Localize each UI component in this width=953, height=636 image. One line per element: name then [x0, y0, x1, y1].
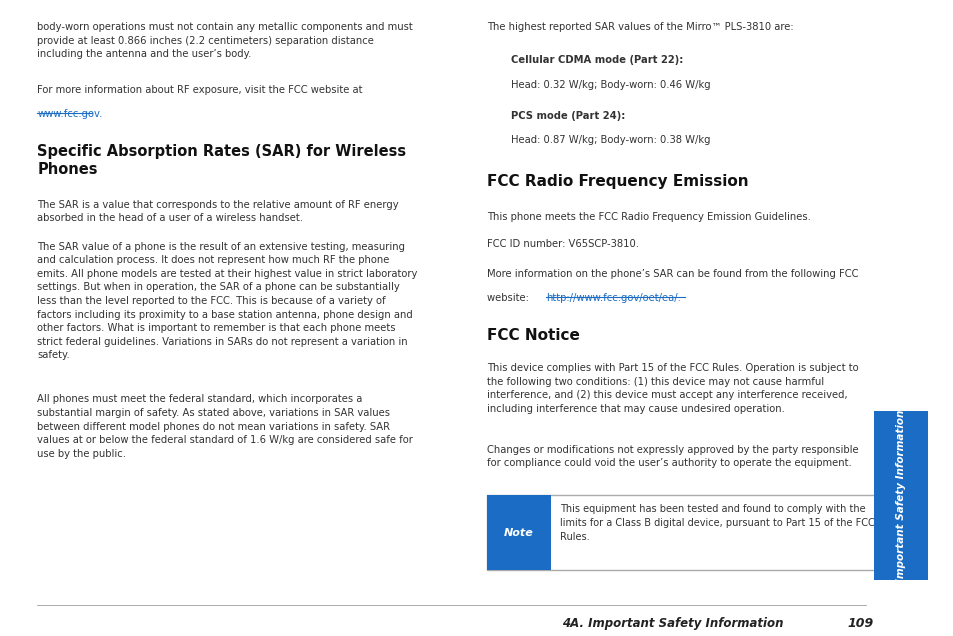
Text: Specific Absorption Rates (SAR) for Wireless
Phones: Specific Absorption Rates (SAR) for Wire… — [37, 144, 406, 177]
Text: More information on the phone’s SAR can be found from the following FCC: More information on the phone’s SAR can … — [486, 269, 858, 279]
Text: The highest reported SAR values of the Mirro™ PLS-3810 are:: The highest reported SAR values of the M… — [486, 22, 793, 32]
Text: FCC ID number: V65SCP-3810.: FCC ID number: V65SCP-3810. — [486, 238, 639, 249]
Text: Cellular CDMA mode (Part 22):: Cellular CDMA mode (Part 22): — [511, 55, 683, 66]
Text: This equipment has been tested and found to comply with the
limits for a Class B: This equipment has been tested and found… — [559, 504, 874, 541]
FancyBboxPatch shape — [873, 411, 927, 580]
Text: Important Safety Information: Important Safety Information — [895, 410, 905, 582]
FancyBboxPatch shape — [486, 495, 875, 570]
Text: FCC Radio Frequency Emission: FCC Radio Frequency Emission — [486, 174, 748, 189]
Text: PCS mode (Part 24):: PCS mode (Part 24): — [511, 111, 625, 121]
Text: All phones must meet the federal standard, which incorporates a
substantial marg: All phones must meet the federal standar… — [37, 394, 413, 459]
Text: 4A. Important Safety Information: 4A. Important Safety Information — [561, 617, 782, 630]
Text: The SAR is a value that corresponds to the relative amount of RF energy
absorbed: The SAR is a value that corresponds to t… — [37, 200, 398, 223]
Text: Head: 0.87 W/kg; Body-worn: 0.38 W/kg: Head: 0.87 W/kg; Body-worn: 0.38 W/kg — [511, 135, 710, 146]
Text: Head: 0.32 W/kg; Body-worn: 0.46 W/kg: Head: 0.32 W/kg; Body-worn: 0.46 W/kg — [511, 80, 710, 90]
Text: http://www.fcc.gov/oet/ea/.: http://www.fcc.gov/oet/ea/. — [545, 293, 680, 303]
Text: www.fcc.gov.: www.fcc.gov. — [37, 109, 103, 119]
Text: 109: 109 — [846, 617, 873, 630]
Text: FCC Notice: FCC Notice — [486, 328, 579, 343]
Text: Changes or modifications not expressly approved by the party responsible
for com: Changes or modifications not expressly a… — [486, 445, 858, 468]
Text: For more information about RF exposure, visit the FCC website at: For more information about RF exposure, … — [37, 85, 362, 95]
Text: The SAR value of a phone is the result of an extensive testing, measuring
and ca: The SAR value of a phone is the result o… — [37, 242, 417, 361]
Text: body-worn operations must not contain any metallic components and must
provide a: body-worn operations must not contain an… — [37, 22, 413, 59]
Text: Note: Note — [503, 528, 533, 538]
Text: This phone meets the FCC Radio Frequency Emission Guidelines.: This phone meets the FCC Radio Frequency… — [486, 212, 810, 222]
Text: website:: website: — [486, 293, 532, 303]
Text: This device complies with Part 15 of the FCC Rules. Operation is subject to
the : This device complies with Part 15 of the… — [486, 363, 858, 414]
FancyBboxPatch shape — [486, 495, 550, 570]
